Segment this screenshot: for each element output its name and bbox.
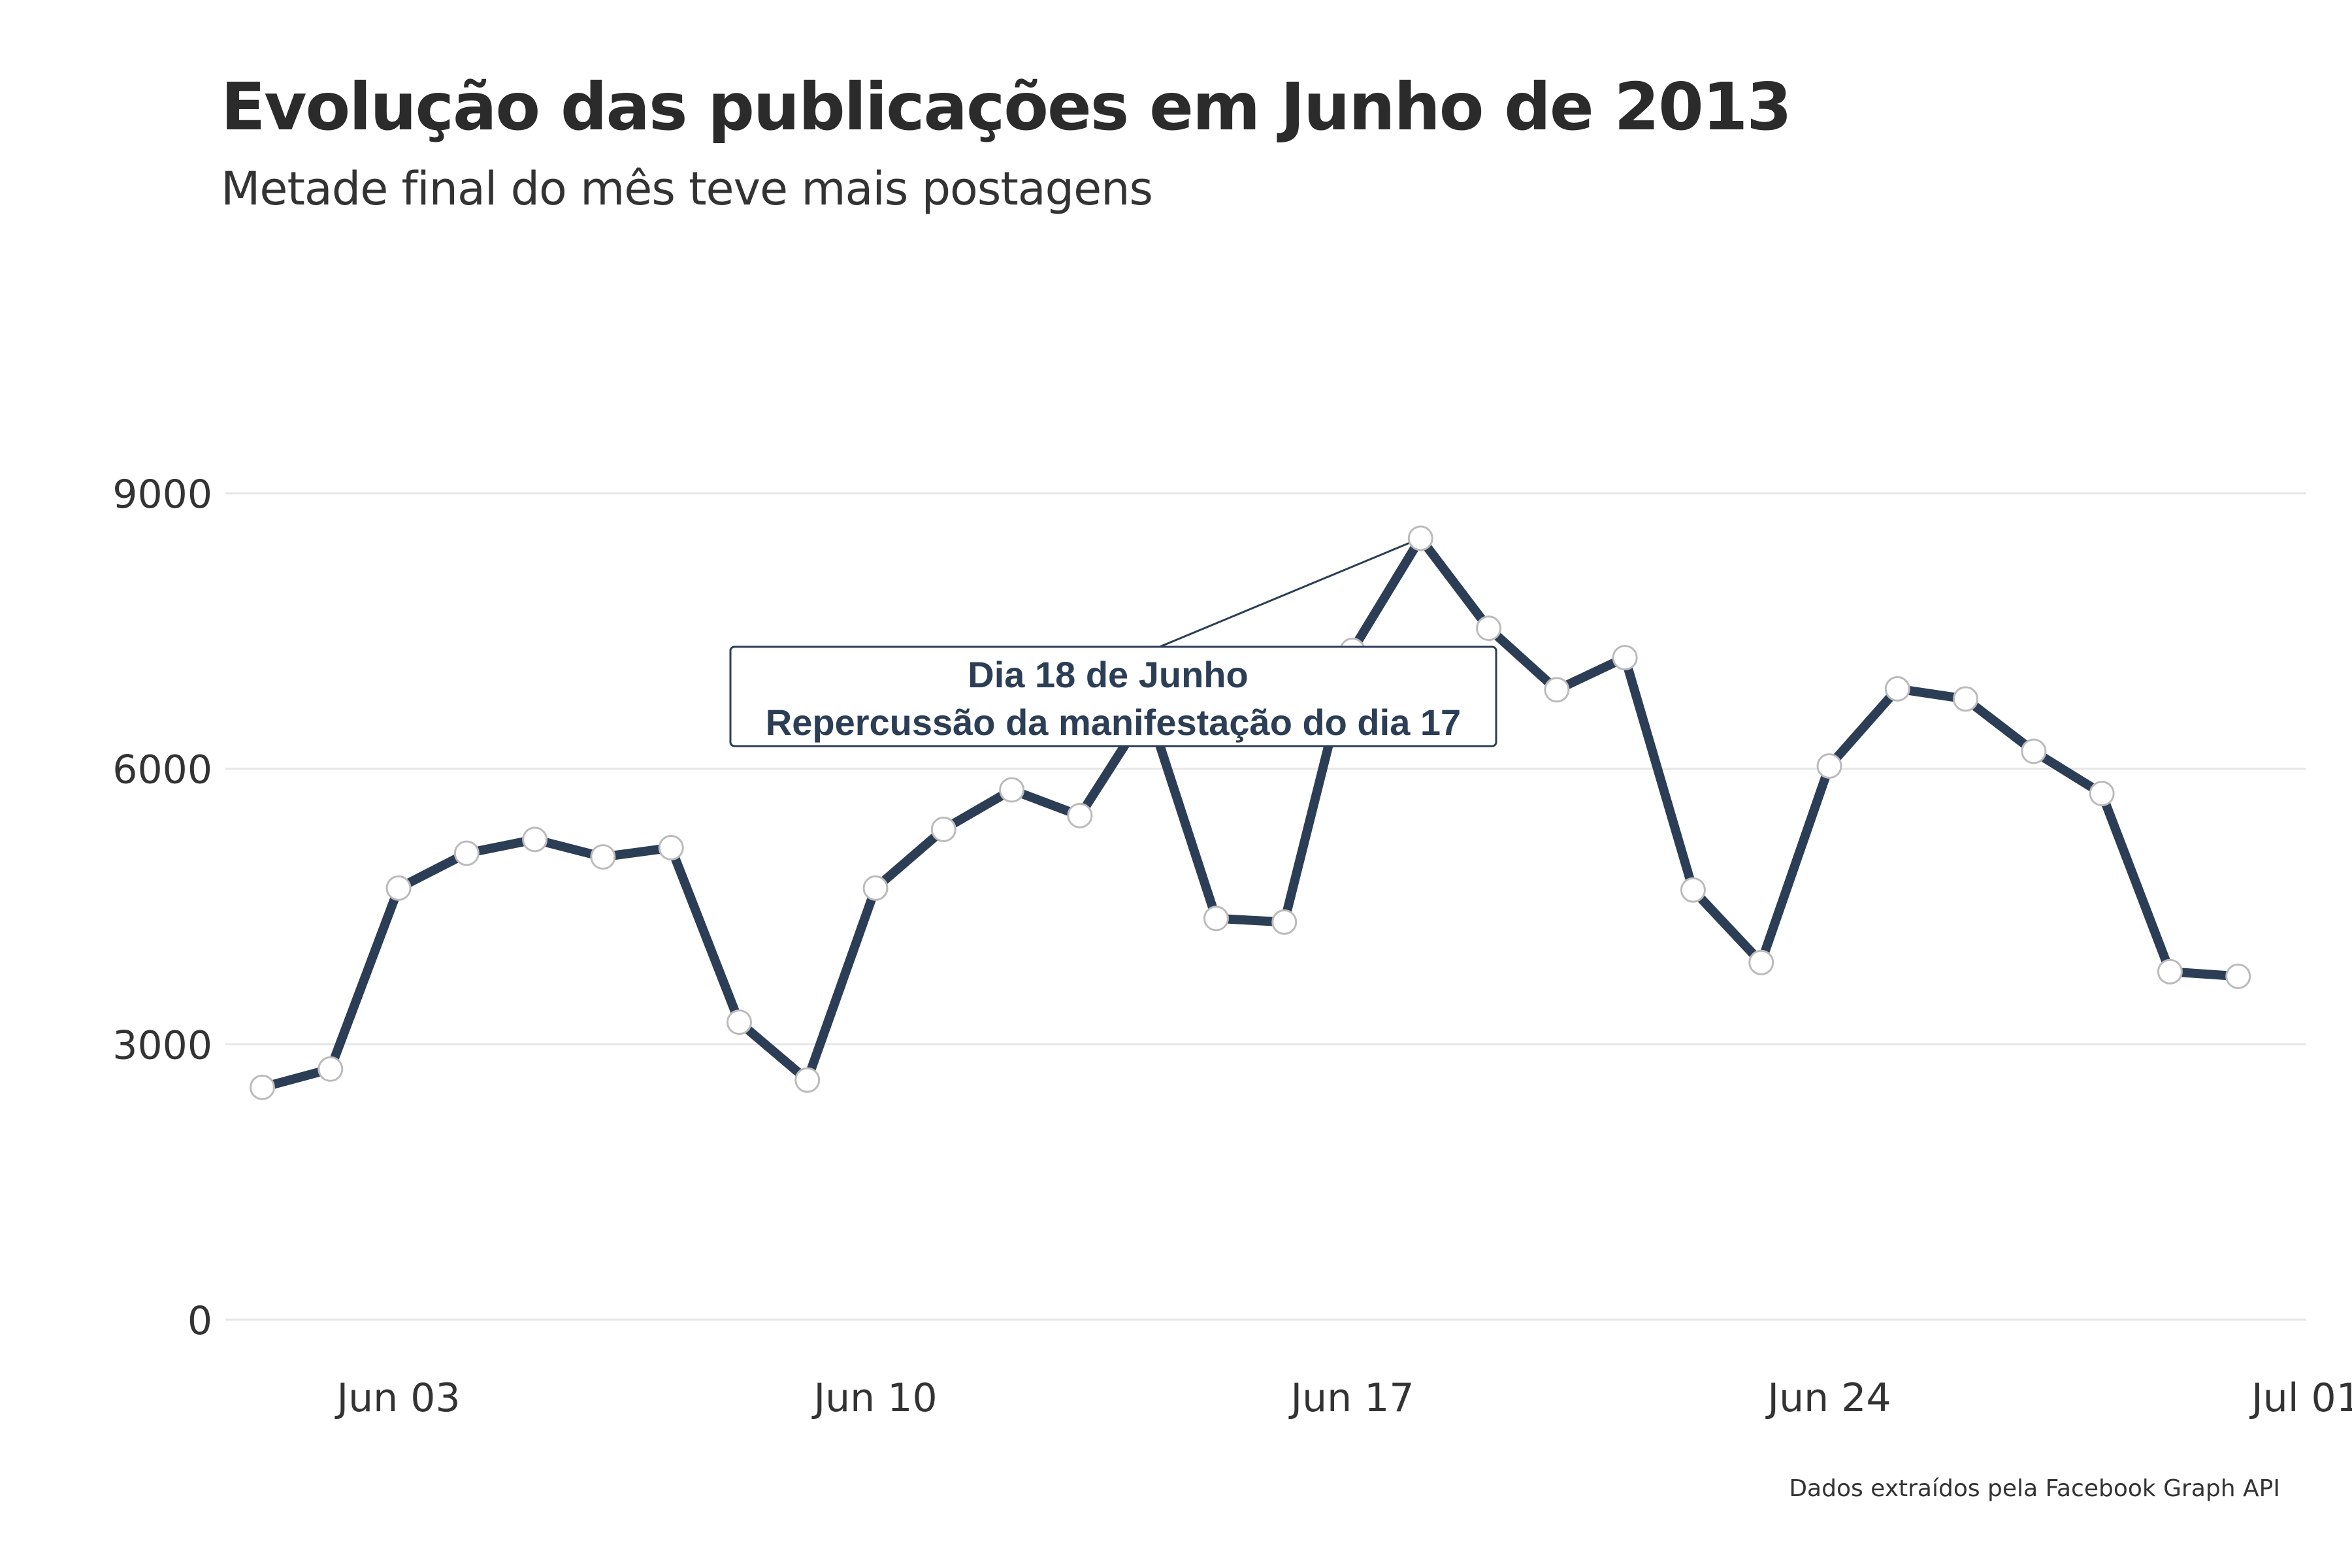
x-tick-label: Jun 17 [1288,1375,1414,1421]
data-point [385,875,412,901]
data-point [930,816,956,842]
data-point [2089,781,2115,807]
x-tick-label: Jun 24 [1765,1375,1891,1421]
data-point [2021,738,2047,764]
data-point [658,835,684,861]
series-line [257,533,2243,1092]
data-point [1544,677,1570,703]
data-point [2157,958,2183,985]
data-point [726,1009,752,1036]
data-point [318,1056,344,1082]
data-point [999,777,1025,803]
data-point [794,1067,821,1093]
data-point [453,840,480,866]
data-point [1612,645,1638,671]
data-point [1884,676,1910,702]
annotation-title: Dia 18 de Junho [968,654,1248,695]
annotation-text: Repercussão da manifestação do dia 17 [766,702,1461,743]
y-tick-label: 6000 [112,747,212,793]
data-point [590,844,616,870]
data-point [1407,525,1433,551]
y-tick-label: 9000 [112,472,212,517]
data-point [1203,906,1229,932]
chart-subtitle: Metade final do mês teve mais postagens [221,162,1153,216]
data-point [1271,909,1298,935]
x-tick-label: Jun 03 [334,1375,460,1421]
data-point [1816,753,1842,779]
data-point [862,875,889,901]
data-point [1680,877,1706,903]
chart-caption: Dados extraídos pela Facebook Graph API [1789,1475,2280,1502]
annotation-box [729,645,1497,747]
y-tick-label: 0 [188,1298,212,1344]
data-point [249,1074,275,1100]
data-point [522,826,548,853]
data-point [1476,615,1502,642]
data-point [1067,802,1093,828]
y-tick-label: 3000 [112,1022,212,1068]
data-point [1748,949,1774,975]
x-tick-label: Jul 01 [2249,1375,2352,1421]
x-tick-label: Jun 10 [811,1375,937,1421]
annotation-leader-line [1159,537,1421,648]
data-point [2225,963,2251,989]
chart-title: Evolução das publicações em Junho de 201… [221,69,1792,145]
data-point [1953,686,1979,712]
